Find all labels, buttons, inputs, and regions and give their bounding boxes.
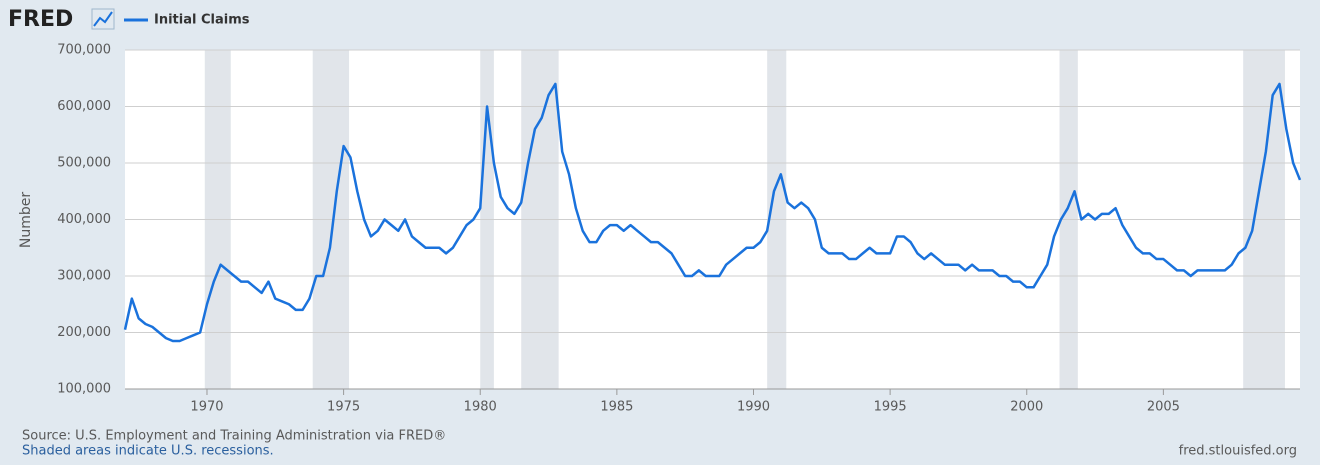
y-tick-label: 400,000: [57, 212, 111, 227]
x-tick-label: 2005: [1147, 400, 1180, 415]
y-tick-label: 600,000: [57, 99, 111, 114]
logo-icon: [91, 8, 115, 30]
x-tick-label: 1980: [464, 400, 497, 415]
y-tick-label: 500,000: [57, 156, 111, 171]
x-tick-label: 1995: [874, 400, 907, 415]
y-axis-label: Number: [18, 192, 34, 248]
x-tick-label: 1970: [190, 400, 223, 415]
y-tick-label: 200,000: [57, 325, 111, 340]
x-tick-label: 1975: [327, 400, 360, 415]
y-tick-label: 300,000: [57, 269, 111, 284]
y-tick-label: 100,000: [57, 382, 111, 397]
recession-note: Shaded areas indicate U.S. recessions.: [22, 444, 274, 459]
site-url: fred.stlouisfed.org: [1179, 444, 1297, 459]
x-tick-label: 1990: [737, 400, 770, 415]
series-line: [123, 82, 1302, 343]
y-tick-label: 700,000: [57, 43, 111, 58]
source: Source: U.S. Employment and Training Adm…: [22, 429, 446, 444]
legend-label: Initial Claims: [154, 13, 250, 28]
x-tick-label: 2000: [1010, 400, 1043, 415]
logo: FRED: [8, 7, 73, 32]
logo-icon: [93, 11, 113, 27]
x-tick-label: 1985: [600, 400, 633, 415]
